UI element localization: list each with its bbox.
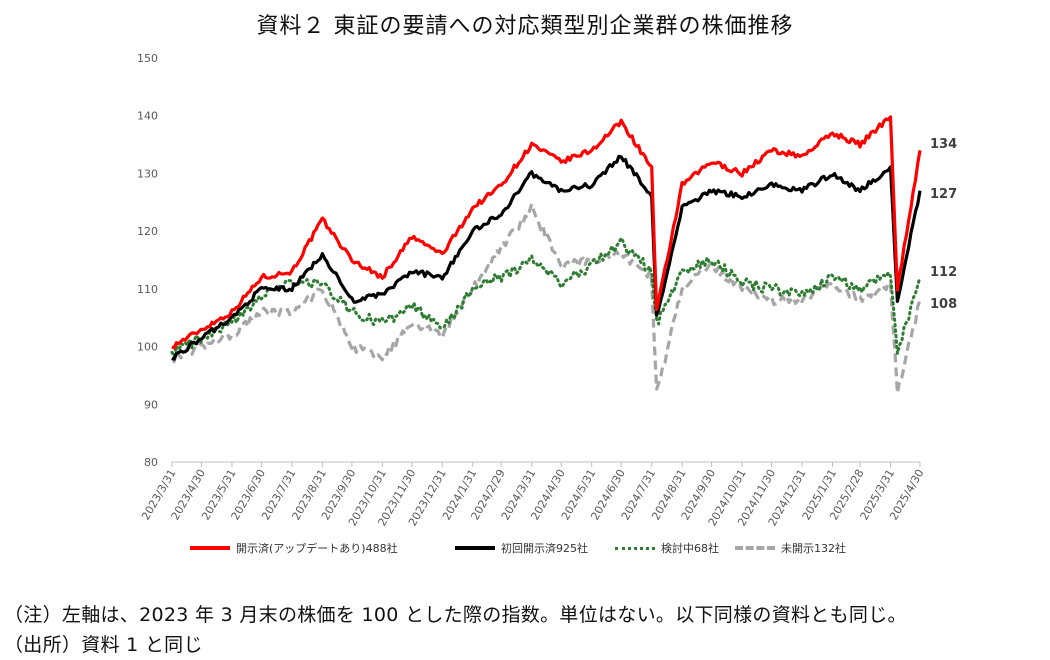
legend-swatch-red bbox=[190, 546, 230, 550]
y-tick-label: 100 bbox=[137, 341, 158, 354]
series-line-1 bbox=[171, 154, 922, 361]
legend-swatch-gray bbox=[735, 546, 775, 550]
y-tick-label: 120 bbox=[137, 225, 158, 238]
legend-item-red: 開示済(アップデートあり)488社 bbox=[190, 540, 398, 556]
series-end-label: 112 bbox=[930, 265, 957, 280]
y-tick-label: 150 bbox=[137, 52, 158, 65]
legend-item-gray: 未開示132社 bbox=[735, 540, 846, 556]
y-tick-label: 130 bbox=[137, 167, 158, 180]
legend-swatch-green bbox=[615, 546, 655, 550]
legend-item-green: 検討中68社 bbox=[615, 540, 719, 556]
series-line-3 bbox=[170, 202, 922, 395]
series-end-label: 134 bbox=[930, 137, 957, 152]
series-end-label: 127 bbox=[930, 187, 957, 202]
y-tick-label: 90 bbox=[144, 398, 158, 411]
legend-label: 未開示132社 bbox=[781, 542, 846, 555]
legend-swatch-black bbox=[455, 546, 495, 550]
series-line-2 bbox=[170, 236, 922, 358]
y-tick-label: 80 bbox=[144, 456, 158, 469]
y-tick-label: 140 bbox=[137, 110, 158, 123]
legend-label: 開示済(アップデートあり)488社 bbox=[236, 542, 398, 555]
legend-item-black: 初回開示済925社 bbox=[455, 540, 588, 556]
series-line-0 bbox=[171, 115, 922, 350]
line-chart: 80901001101201301401502023/3/312023/4/30… bbox=[137, 52, 957, 528]
chart-title: 資料２ 東証の要請への対応類型別企業群の株価推移 bbox=[256, 14, 794, 39]
y-tick-label: 110 bbox=[137, 283, 158, 296]
footnote-note: （注）左軸は、2023 年 3 月末の株価を 100 とした際の指数。単位はない… bbox=[4, 604, 907, 626]
legend-label: 検討中68社 bbox=[661, 542, 719, 555]
footnote-source: （出所）資料 1 と同じ bbox=[4, 634, 203, 656]
chart-legend: 開示済(アップデートあり)488社 初回開示済925社 検討中68社 未開示13… bbox=[190, 540, 950, 560]
series-end-label: 108 bbox=[930, 297, 957, 312]
legend-label: 初回開示済925社 bbox=[501, 542, 588, 555]
